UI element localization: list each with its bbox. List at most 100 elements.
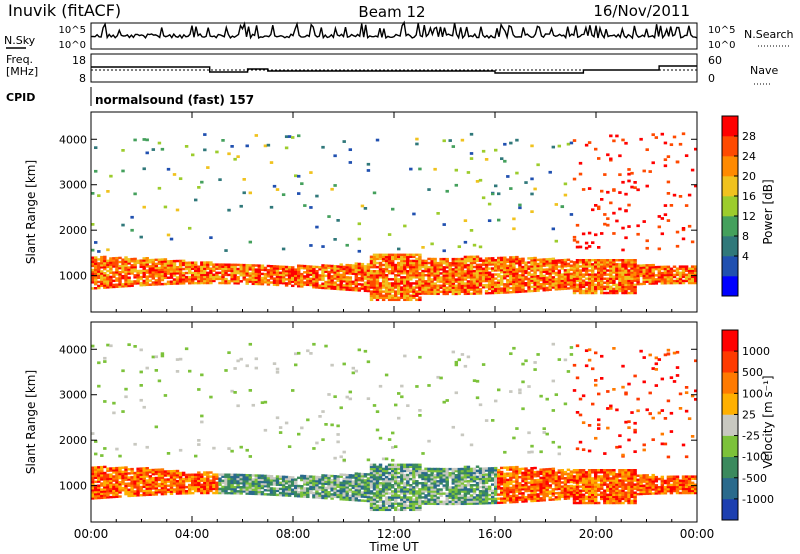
heatmap-cell	[451, 350, 456, 354]
heatmap-cell	[484, 259, 489, 262]
heatmap-cell	[578, 161, 583, 165]
heatmap-cell	[433, 469, 437, 473]
heatmap-cell	[369, 284, 374, 287]
heatmap-cell	[312, 496, 316, 499]
heatmap-cell	[478, 485, 483, 489]
heatmap-cell	[121, 258, 125, 261]
heatmap-cell	[418, 282, 422, 285]
heatmap-cell	[397, 255, 401, 259]
heatmap-cell	[200, 487, 204, 491]
heatmap-cell	[384, 286, 389, 289]
heatmap-cell	[445, 467, 449, 471]
heatmap-cell	[103, 447, 107, 450]
heatmap-cell	[245, 484, 249, 487]
heatmap-cell	[336, 495, 340, 499]
heatmap-cell	[448, 290, 452, 294]
heatmap-cell	[606, 277, 610, 280]
heatmap-cell	[530, 275, 534, 278]
heatmap-cell	[139, 263, 143, 266]
heatmap-cell	[448, 262, 452, 265]
heatmap-cell	[418, 494, 422, 497]
heatmap-cell	[527, 287, 531, 291]
heatmap-cell	[524, 269, 528, 273]
heatmap-cell	[494, 469, 498, 472]
heatmap-cell	[424, 498, 428, 501]
heatmap-cell	[394, 282, 398, 285]
heatmap-cell	[397, 465, 401, 469]
heatmap-cell	[606, 261, 610, 264]
heatmap-cell	[172, 282, 177, 285]
heatmap-cell	[348, 494, 353, 497]
heatmap-cell	[209, 271, 213, 274]
heatmap-cell	[269, 265, 274, 268]
heatmap-cell	[527, 283, 531, 287]
heatmap-cell	[524, 263, 528, 266]
heatmap-cell	[481, 269, 486, 273]
heatmap-cell	[412, 502, 416, 505]
heatmap-cell	[448, 280, 452, 283]
heatmap-cell	[148, 489, 153, 492]
heatmap-cell	[160, 488, 165, 492]
heatmap-cell	[175, 270, 180, 273]
heatmap-cell	[460, 282, 465, 285]
heatmap-cell	[497, 287, 501, 290]
heatmap-cell	[615, 287, 619, 291]
heatmap-cell	[494, 259, 498, 262]
heatmap-cell	[412, 212, 416, 216]
heatmap-cell	[378, 282, 383, 285]
heatmap-cell	[245, 364, 249, 368]
heatmap-cell	[657, 267, 662, 271]
heatmap-cell	[466, 480, 471, 483]
heatmap-cell	[394, 508, 398, 512]
heatmap-cell	[515, 282, 519, 285]
heatmap-cell	[569, 272, 574, 276]
heatmap-cell	[369, 480, 374, 483]
heatmap-cell	[127, 270, 131, 273]
heatmap-cell	[206, 473, 210, 476]
heatmap-cell	[366, 483, 371, 486]
heatmap-cell	[600, 277, 604, 280]
heatmap-cell	[430, 272, 434, 275]
heatmap-cell	[269, 493, 274, 496]
heatmap-cell	[363, 289, 368, 293]
heatmap-cell	[469, 471, 474, 475]
heatmap-cell	[387, 473, 392, 477]
heatmap-cell	[154, 482, 159, 486]
heatmap-cell	[157, 488, 162, 492]
heatmap-cell	[491, 257, 495, 260]
heatmap-cell	[597, 279, 601, 282]
heatmap-cell	[200, 263, 204, 266]
heatmap-cell	[254, 488, 259, 492]
heatmap-cell	[460, 433, 465, 437]
heatmap-cell	[224, 265, 228, 268]
heatmap-cell	[315, 477, 319, 481]
heatmap-cell	[442, 249, 446, 253]
heatmap-cell	[206, 477, 210, 480]
heatmap-cell	[369, 298, 374, 302]
heatmap-cell	[436, 276, 440, 279]
heatmap-cell	[600, 279, 604, 282]
power-ytick-label: 4000	[59, 133, 87, 146]
heatmap-cell	[445, 480, 449, 483]
heatmap-cell	[384, 469, 389, 473]
heatmap-cell	[403, 276, 407, 279]
heatmap-cell	[300, 283, 304, 286]
heatmap-cell	[375, 276, 380, 279]
heatmap-cell	[681, 227, 686, 230]
heatmap-cell	[494, 471, 498, 474]
heatmap-cell	[315, 194, 319, 198]
heatmap-cell	[527, 281, 531, 285]
heatmap-cell	[481, 196, 486, 200]
heatmap-cell	[106, 263, 110, 267]
heatmap-cell	[275, 481, 280, 484]
heatmap-cell	[690, 168, 695, 172]
heatmap-cell	[369, 467, 374, 471]
heatmap-cell	[251, 490, 256, 493]
heatmap-cell	[509, 276, 513, 280]
heatmap-cell	[533, 481, 537, 484]
heatmap-cell	[481, 467, 486, 470]
heatmap-cell	[372, 463, 377, 467]
heatmap-cell	[451, 490, 456, 493]
heatmap-cell	[218, 473, 222, 476]
heatmap-cell	[418, 257, 422, 261]
